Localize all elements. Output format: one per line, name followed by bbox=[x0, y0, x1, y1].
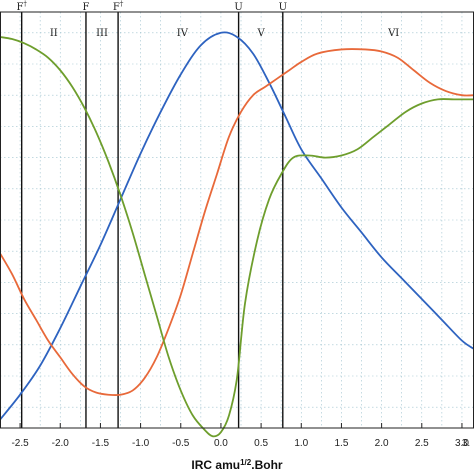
grid-lines bbox=[0, 12, 474, 428]
region-label: III bbox=[96, 28, 108, 39]
x-axis-ticks: -2.5 -2.0 -1.5 -1.0 -0.5 0.0 0.5 1.0 1.5 2.0 2.5 3.… bbox=[11, 423, 470, 449]
x-axis-title: IRC amu1/2.Bohr bbox=[191, 458, 282, 473]
blue-series-line bbox=[0, 31, 474, 421]
x-tick-label: -1.0 bbox=[132, 438, 150, 449]
region-label: II bbox=[50, 28, 58, 39]
marker-lines: F† F F† U U bbox=[16, 0, 287, 428]
region-label: IV bbox=[177, 28, 189, 39]
x-tick-label: 3.0 bbox=[455, 438, 469, 449]
x-tick-label: 2.5 bbox=[415, 438, 429, 449]
x-tick-label: 1.0 bbox=[294, 438, 308, 449]
x-tick-label: 1.5 bbox=[334, 438, 348, 449]
marker-label: F† bbox=[16, 0, 27, 13]
orange-series-line bbox=[0, 48, 474, 397]
x-tick-label: 2.0 bbox=[375, 438, 389, 449]
x-tick-label: 0.5 bbox=[254, 438, 268, 449]
x-tick-label: -2.5 bbox=[11, 438, 29, 449]
region-labels: II III IV V VI bbox=[50, 28, 399, 39]
marker-label: U bbox=[234, 2, 242, 13]
marker-label: F bbox=[82, 2, 89, 13]
region-label: V bbox=[256, 28, 265, 39]
region-label: VI bbox=[387, 28, 399, 39]
x-tick-label: -0.5 bbox=[172, 438, 190, 449]
marker-label: F† bbox=[113, 0, 124, 13]
x-axis-title-main: IRC amu bbox=[191, 458, 240, 472]
x-tick-label: -2.0 bbox=[52, 438, 70, 449]
x-tick-label: 3. bbox=[462, 438, 470, 449]
x-tick-label: -1.5 bbox=[92, 438, 110, 449]
green-series-line bbox=[0, 36, 474, 438]
x-axis-title-tail: .Bohr bbox=[251, 458, 283, 472]
marker-label: U bbox=[279, 2, 287, 13]
data-series bbox=[0, 31, 474, 438]
x-tick-label: 0.0 bbox=[214, 438, 228, 449]
x-axis-title-sup: 1/2 bbox=[240, 458, 252, 467]
